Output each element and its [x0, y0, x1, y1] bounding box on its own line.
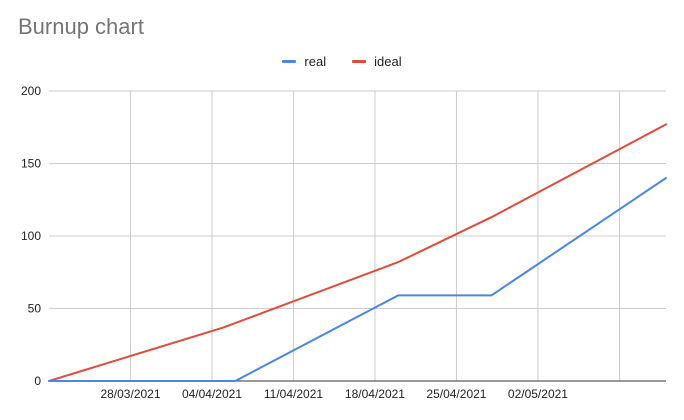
x-tick-label: 25/04/2021: [426, 387, 486, 401]
y-tick-label: 0: [34, 374, 41, 388]
legend-label-ideal: ideal: [374, 54, 402, 69]
y-tick-label: 200: [21, 84, 41, 98]
legend: real ideal: [0, 54, 684, 69]
chart-title: Burnup chart: [18, 14, 144, 39]
legend-label-real: real: [304, 54, 327, 69]
x-tick-label: 18/04/2021: [345, 387, 405, 401]
x-tick-label: 04/04/2021: [182, 387, 242, 401]
x-tick-label: 11/04/2021: [264, 387, 323, 401]
series-line-ideal: [48, 123, 667, 382]
y-tick-label: 100: [21, 229, 41, 243]
series-line-real: [48, 177, 667, 382]
y-tick-label: 150: [21, 157, 41, 171]
legend-item-ideal[interactable]: ideal: [352, 54, 402, 69]
legend-item-real[interactable]: real: [282, 54, 326, 69]
legend-swatch-ideal: [352, 60, 367, 63]
x-tick-label: 28/03/2021: [100, 387, 160, 401]
y-tick-label: 50: [28, 302, 42, 316]
x-tick-label: 02/05/2021: [508, 387, 568, 401]
legend-swatch-real: [282, 60, 297, 63]
